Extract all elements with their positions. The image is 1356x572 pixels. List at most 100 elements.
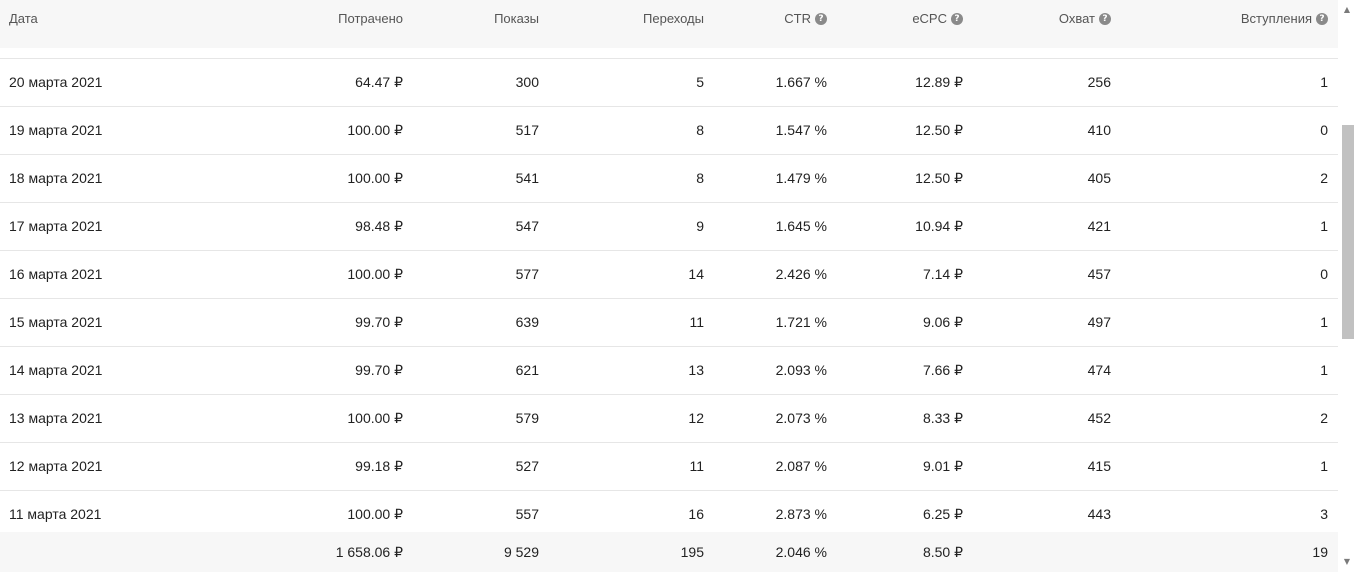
question-icon[interactable]: ? (1099, 13, 1111, 25)
cell-ctr: 2.873 % (775, 506, 827, 522)
cell-spent: 100.00 ₽ (347, 266, 403, 282)
cell-shows: 527 (515, 458, 539, 474)
arrow-down-icon[interactable]: ▼ (1343, 557, 1351, 566)
cell-ctr: 2.426 % (775, 266, 827, 282)
total-joins: 19 (1312, 544, 1328, 560)
cell-ctr: 2.073 % (775, 410, 827, 426)
header-ecpc[interactable]: eCPC? (912, 0, 963, 48)
header-ctr[interactable]: CTR? (784, 0, 827, 48)
cell-date: 16 марта 2021 (9, 266, 103, 282)
cell-ecpc: 12.89 ₽ (915, 74, 963, 90)
cell-spent: 99.18 ₽ (355, 458, 403, 474)
cell-ctr: 2.087 % (775, 458, 827, 474)
cell-shows: 547 (515, 218, 539, 234)
cell-clicks: 11 (689, 458, 704, 474)
cell-joins: 1 (1320, 458, 1328, 474)
cell-joins: 1 (1320, 362, 1328, 378)
table-totals-row: 1 658.06 ₽ 9 529 195 2.046 % 8.50 ₽ 19 (0, 532, 1338, 572)
total-shows: 9 529 (503, 544, 539, 560)
cell-reach: 443 (1087, 506, 1111, 522)
cell-ecpc: 8.33 ₽ (922, 410, 963, 426)
cell-clicks: 13 (688, 362, 704, 378)
cell-joins: 2 (1320, 410, 1328, 426)
cell-spent: 100.00 ₽ (347, 122, 403, 138)
cell-joins: 3 (1320, 506, 1328, 522)
header-clicks[interactable]: Переходы (643, 0, 704, 48)
cell-spent: 100.00 ₽ (347, 506, 403, 522)
total-ctr: 2.046 % (775, 544, 827, 560)
cell-spent: 100.00 ₽ (347, 410, 403, 426)
header-reach-label: Охват (1058, 11, 1095, 26)
header-ctr-label: CTR (784, 11, 811, 26)
cell-clicks: 9 (696, 218, 704, 234)
cell-reach: 256 (1087, 74, 1111, 90)
cell-spent: 64.47 ₽ (355, 74, 403, 90)
cell-ecpc: 7.66 ₽ (922, 362, 963, 378)
cell-ecpc: 9.06 ₽ (922, 314, 963, 330)
cell-spent: 99.70 ₽ (355, 362, 403, 378)
table-row: 17 марта 2021 98.48 ₽ 547 9 1.645 % 10.9… (0, 202, 1338, 250)
table-row: 11 марта 2021 100.00 ₽ 557 16 2.873 % 6.… (0, 490, 1338, 522)
header-shows[interactable]: Показы (494, 0, 539, 48)
header-reach[interactable]: Охват? (1059, 0, 1111, 48)
cell-shows: 557 (515, 506, 539, 522)
cell-spent: 99.70 ₽ (355, 314, 403, 330)
header-date[interactable]: Дата (9, 0, 38, 48)
cell-date: 15 марта 2021 (9, 314, 103, 330)
cell-ecpc: 7.14 ₽ (922, 266, 963, 282)
header-date-label: Дата (9, 11, 38, 26)
cell-shows: 639 (515, 314, 539, 330)
cell-clicks: 16 (688, 506, 704, 522)
table-header: Дата Потрачено Показы Переходы CTR? eCPC… (0, 0, 1338, 48)
table-row: 13 марта 2021 100.00 ₽ 579 12 2.073 % 8.… (0, 394, 1338, 442)
cell-reach: 457 (1087, 266, 1111, 282)
scrollbar-track[interactable] (1338, 18, 1356, 554)
cell-joins: 0 (1320, 266, 1328, 282)
header-joins[interactable]: Вступления? (1241, 0, 1328, 48)
cell-date: 14 марта 2021 (9, 362, 103, 378)
table-body: 20 марта 2021 64.47 ₽ 300 5 1.667 % 12.8… (0, 58, 1338, 522)
cell-ctr: 1.547 % (775, 122, 827, 138)
arrow-up-icon[interactable]: ▲ (1343, 5, 1351, 14)
cell-ecpc: 10.94 ₽ (915, 218, 963, 234)
cell-shows: 579 (515, 410, 539, 426)
cell-ecpc: 12.50 ₽ (915, 170, 963, 186)
scrollbar-thumb[interactable] (1342, 125, 1354, 339)
vertical-scrollbar[interactable]: ▲ ▼ (1338, 0, 1356, 572)
table-row: 12 марта 2021 99.18 ₽ 527 11 2.087 % 9.0… (0, 442, 1338, 490)
cell-shows: 517 (515, 122, 539, 138)
header-spent-label: Потрачено (338, 11, 403, 26)
cell-reach: 474 (1087, 362, 1111, 378)
cell-ctr: 1.721 % (775, 314, 827, 330)
question-icon[interactable]: ? (951, 13, 963, 25)
cell-ecpc: 9.01 ₽ (922, 458, 963, 474)
cell-reach: 452 (1087, 410, 1111, 426)
total-ecpc: 8.50 ₽ (922, 544, 963, 560)
cell-spent: 100.00 ₽ (347, 170, 403, 186)
cell-shows: 300 (515, 74, 539, 90)
header-shows-label: Показы (494, 11, 539, 26)
cell-joins: 2 (1320, 170, 1328, 186)
cell-spent: 98.48 ₽ (355, 218, 403, 234)
question-icon[interactable]: ? (815, 13, 827, 25)
cell-ecpc: 6.25 ₽ (922, 506, 963, 522)
cell-date: 18 марта 2021 (9, 170, 103, 186)
cell-date: 20 марта 2021 (9, 74, 103, 90)
question-icon[interactable]: ? (1316, 13, 1328, 25)
cell-reach: 497 (1087, 314, 1111, 330)
cell-shows: 577 (515, 266, 539, 282)
cell-reach: 421 (1087, 218, 1111, 234)
header-joins-label: Вступления (1240, 11, 1312, 26)
header-clicks-label: Переходы (643, 11, 704, 26)
cell-date: 17 марта 2021 (9, 218, 103, 234)
cell-reach: 415 (1087, 458, 1111, 474)
cell-date: 11 марта 2021 (9, 506, 102, 522)
header-spent[interactable]: Потрачено (338, 0, 403, 48)
cell-clicks: 5 (696, 74, 704, 90)
table-row: 18 марта 2021 100.00 ₽ 541 8 1.479 % 12.… (0, 154, 1338, 202)
cell-ctr: 1.667 % (775, 74, 827, 90)
cell-reach: 405 (1087, 170, 1111, 186)
table-row: 20 марта 2021 64.47 ₽ 300 5 1.667 % 12.8… (0, 58, 1338, 106)
